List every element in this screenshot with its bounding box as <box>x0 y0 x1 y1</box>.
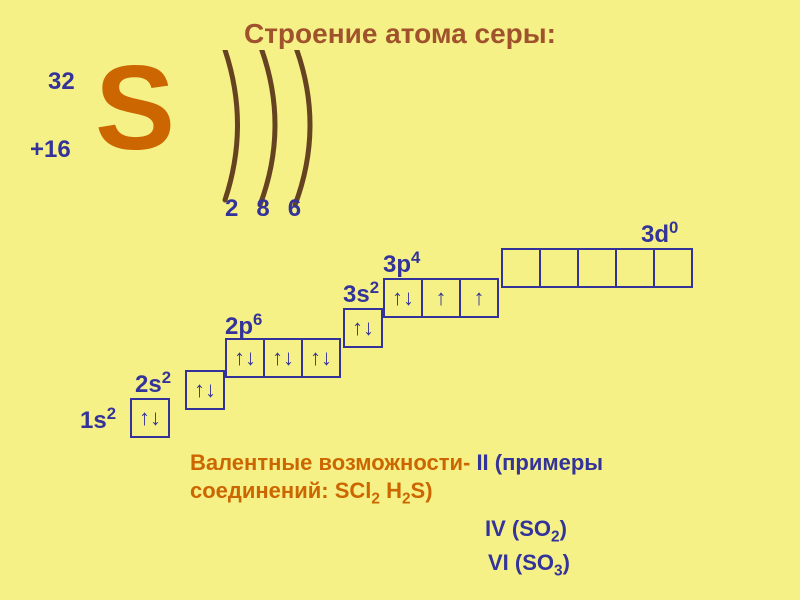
orbital-box <box>539 248 579 288</box>
atomic-number: +16 <box>30 136 71 164</box>
valence-line-3: IV (SO2) <box>485 516 567 546</box>
orbital-box <box>615 248 655 288</box>
valence-line-1: Валентные возможности- II (примеры <box>190 450 603 476</box>
orbital-box: ↑↓ <box>225 338 265 378</box>
orbital-row-1s: 1s2↑↓ <box>130 398 170 438</box>
shell-electron-counts: 286 <box>225 195 319 223</box>
orbital-box: ↑↓ <box>263 338 303 378</box>
orbital-box: ↑ <box>421 278 461 318</box>
orbital-label-1s: 1s2 <box>80 404 116 435</box>
orbital-row-2s: 2s2↑↓ <box>185 370 225 410</box>
orbital-label-2p: 2p6 <box>225 310 262 341</box>
element-symbol: S <box>95 48 175 168</box>
valence-line-2: соединений: SCl2 H2S) <box>190 478 433 508</box>
orbital-box: ↑↓ <box>301 338 341 378</box>
orbital-box: ↑ <box>459 278 499 318</box>
orbital-box: ↑↓ <box>185 370 225 410</box>
valence-line-4: VI (SO3) <box>488 550 570 580</box>
orbital-box <box>653 248 693 288</box>
orbital-row-3p: 3p4↑↓↑↑ <box>383 278 499 318</box>
orbital-row-3s: 3s2↑↓ <box>343 308 383 348</box>
orbital-box: ↑↓ <box>383 278 423 318</box>
orbital-label-3s: 3s2 <box>343 278 379 309</box>
orbital-label-3p: 3p4 <box>383 248 420 279</box>
orbital-label-3d: 3d0 <box>641 218 678 249</box>
orbital-box <box>577 248 617 288</box>
page-title: Строение атома серы: <box>244 18 556 50</box>
orbital-box: ↑↓ <box>343 308 383 348</box>
orbital-box <box>501 248 541 288</box>
orbital-row-3d: 3d0 <box>501 248 693 288</box>
orbital-row-2p: 2p6↑↓↑↓↑↓ <box>225 338 341 378</box>
orbital-label-2s: 2s2 <box>135 368 171 399</box>
orbital-box: ↑↓ <box>130 398 170 438</box>
mass-number: 32 <box>48 68 75 96</box>
